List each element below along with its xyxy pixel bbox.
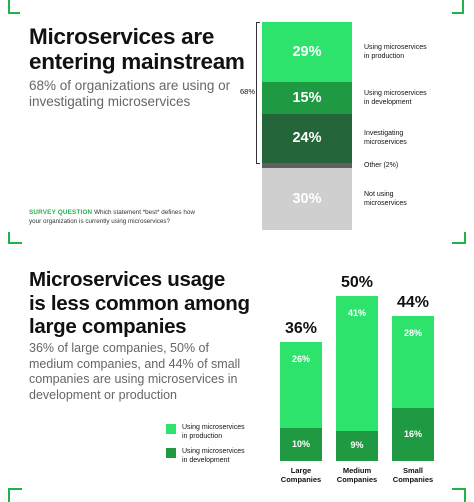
survey-line-2: your organization is currently using mic… [29, 218, 171, 225]
stack-segment-other [262, 163, 352, 168]
legend-label-development: Using microservices in development [182, 447, 245, 465]
bottom-title: Microservices usage is less common among… [29, 268, 250, 339]
top-subtitle-line: investigating microservices [29, 94, 191, 109]
bottom-subtitle-line: companies are using microservices in [29, 372, 238, 386]
corner-mark-bottom-right [452, 480, 474, 502]
bottom-subtitle-line: medium companies, and 44% of small [29, 356, 241, 371]
stack-side-label-other: Other (2%) [364, 162, 399, 170]
bottom-title-line: large companies [29, 315, 187, 338]
stack-value-label: 24% [292, 130, 322, 147]
survey-line-1: Which statement *best* defines how [94, 209, 195, 216]
category-label-small: Small Companies [392, 466, 434, 484]
legend-label-line: Using microservices [182, 448, 245, 455]
corner-mark-mid-right [452, 232, 474, 256]
top-title: Microservices are entering mainstream [29, 24, 245, 74]
legend-label-production: Using microservices in production [182, 423, 245, 441]
corner-mark-top-right [452, 0, 472, 20]
survey-question: SURVEY QUESTION Which statement *best* d… [29, 208, 195, 226]
category-label-medium: Medium Companies [336, 466, 378, 484]
corner-mark-mid-left [0, 232, 22, 256]
legend-label-line: in development [182, 457, 230, 464]
bottom-subtitle-line: development or production [29, 387, 178, 402]
bottom-subtitle-line: 36% of large companies, 50% of [29, 341, 209, 355]
legend-label-line: in production [182, 433, 223, 440]
bar-development-small: 16% [392, 408, 434, 461]
legend-swatch-development [166, 448, 176, 458]
corner-mark-bottom-left [0, 480, 22, 502]
bar-total-small: 44% [396, 293, 430, 311]
bottom-subtitle: 36% of large companies, 50% of medium co… [29, 341, 240, 403]
legend-swatch-production [166, 424, 176, 434]
bottom-title-line: Microservices usage [29, 268, 225, 291]
stack-side-label-not-using: Not using microservices [364, 190, 407, 207]
stack-segment-investigating: 24% [262, 113, 352, 164]
survey-tag: SURVEY QUESTION [29, 209, 93, 216]
bar-production-medium: 41% [336, 296, 378, 432]
top-subtitle-line: 68% of organizations are using or [29, 78, 231, 93]
stack-segment-production: 29% [262, 22, 352, 83]
bracket-68-label: 68% [240, 87, 256, 96]
bar-total-medium: 50% [340, 274, 374, 291]
stack-side-label-production: Using microservices in production [364, 44, 427, 61]
bar-production-value-label: 26% [291, 354, 310, 365]
bar-production-value-label: 28% [403, 327, 422, 338]
bar-development-medium: 9% [336, 431, 378, 461]
stack-value-label: 29% [292, 44, 322, 61]
top-subtitle: 68% of organizations are using or invest… [29, 78, 230, 110]
stack-segment-not-using: 30% [262, 167, 352, 230]
category-label-large: Large Companies [280, 466, 322, 484]
bar-production-value-label: 41% [347, 308, 366, 318]
bar-production-small: 28% [392, 315, 434, 409]
bottom-title-line: is less common among [29, 291, 250, 315]
bar-development-large: 10% [280, 428, 322, 461]
stack-value-label: 30% [292, 190, 322, 207]
legend-label-line: Using microservices [182, 424, 245, 431]
stack-value-label: 15% [292, 89, 322, 106]
top-title-line: Microservices are [29, 24, 215, 49]
stack-side-label-development: Using microservices in development [364, 89, 427, 106]
stack-segment-development: 15% [262, 82, 352, 114]
top-title-line: entering mainstream [29, 49, 245, 74]
bracket-line [256, 22, 260, 164]
corner-mark-top-left [0, 0, 20, 20]
stack-side-label-investigating: Investigating microservices [364, 130, 407, 147]
bar-production-large: 26% [280, 342, 322, 428]
bar-total-large: 36% [284, 320, 318, 338]
